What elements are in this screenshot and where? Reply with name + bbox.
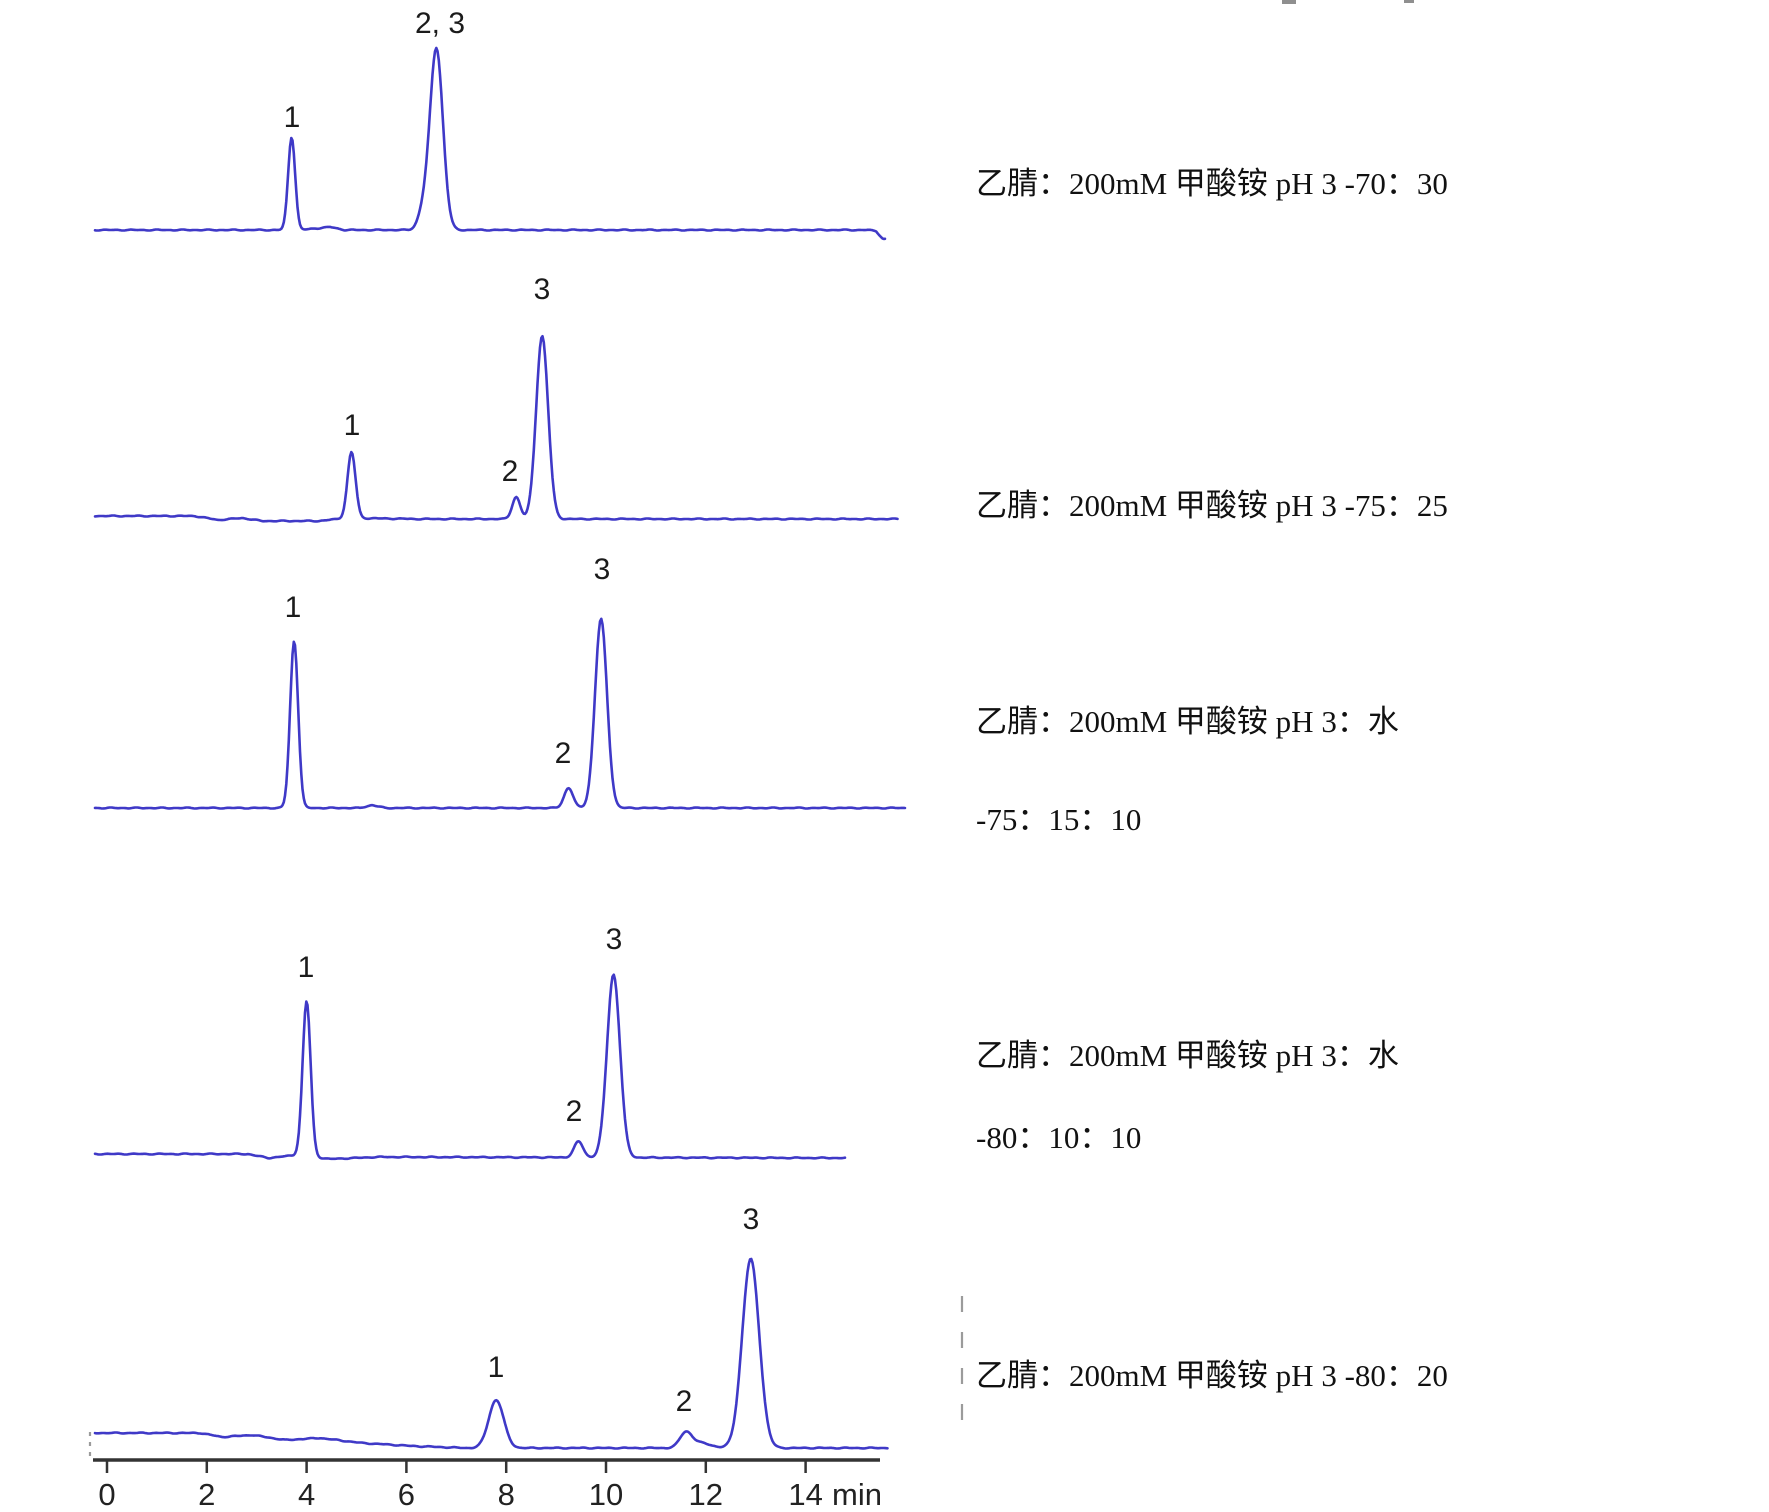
peak-label: 2 [676,1385,693,1418]
peak-label: 1 [285,591,302,624]
condition-label: 乙腈：200mM 甲酸铵 pH 3 -75：25 [976,488,1448,523]
x-tick-label: 2 [198,1477,215,1512]
trace-line-2 [93,334,899,523]
trace-line-1 [93,46,887,241]
peak-labels-layer: 1 2, 3 1 2 3 1 2 3 1 2 3 1 2 3 [284,7,760,1418]
trace-line-4 [93,973,847,1161]
condition-label: 乙腈：200mM 甲酸铵 pH 3 -70：30 [976,166,1448,201]
traces-layer [93,46,907,1450]
peak-label: 3 [606,923,623,956]
peak-label: 1 [488,1351,505,1384]
trace-line-3 [93,617,907,810]
peak-label: 1 [284,101,301,134]
artifacts-layer [88,0,1414,1459]
peak-label: 3 [534,273,551,306]
peak-label: 2 [555,737,572,770]
peak-label: 1 [344,409,361,442]
condition-label: 乙腈：200mM 甲酸铵 pH 3：水 [976,704,1399,739]
x-tick-label: 10 [589,1477,623,1512]
x-tick-label: 12 [689,1477,723,1512]
cutoff-text-speck [1404,0,1414,3]
trace-line-5 [93,1257,889,1450]
condition-label: -75：15：10 [976,802,1142,837]
cutoff-text-speck [1282,0,1296,4]
x-tick-label: 0 [98,1477,115,1512]
x-tick-label: 14 [788,1477,822,1512]
x-axis-unit-label: min [832,1477,882,1512]
x-tick-label: 4 [298,1477,315,1512]
peak-label: 1 [298,951,315,984]
condition-label: 乙腈：200mM 甲酸铵 pH 3：水 [976,1038,1399,1073]
axis-layer: 0 2 4 6 8 10 12 14 min [93,1458,882,1512]
x-tick-label: 6 [398,1477,415,1512]
x-tick-label: 8 [498,1477,515,1512]
peak-label: 2, 3 [415,7,465,40]
peak-label: 3 [594,553,611,586]
peak-label: 2 [502,455,519,488]
condition-label: -80：10：10 [976,1120,1142,1155]
peak-label: 2 [566,1095,583,1128]
peak-label: 3 [743,1203,760,1236]
condition-label: 乙腈：200mM 甲酸铵 pH 3 -80：20 [976,1358,1448,1393]
